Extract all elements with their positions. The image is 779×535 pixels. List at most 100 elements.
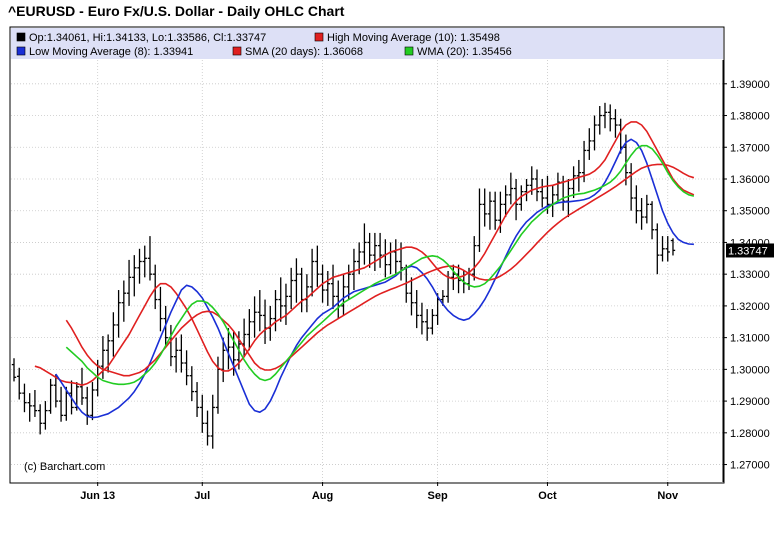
ohlc-bar <box>17 367 22 400</box>
ohlc-bar <box>158 286 163 332</box>
y-tick-label: 1.36000 <box>730 174 770 186</box>
ohlc-bar <box>325 271 330 306</box>
x-tick-label: Sep <box>428 490 448 502</box>
legend-label: Low Moving Average (8): 1.33941 <box>29 46 193 58</box>
ohlc-bar <box>346 264 351 300</box>
last-value-box <box>726 243 774 258</box>
ohlc-bar <box>288 267 294 310</box>
ohlc-bar <box>58 386 64 422</box>
ohlc-bar <box>32 389 38 417</box>
ohlc-bar <box>393 239 398 275</box>
ohlc-bar <box>126 259 132 306</box>
ohlc-bar <box>649 201 655 240</box>
ohlc-bar <box>173 337 179 373</box>
ohlc-bar <box>309 248 315 297</box>
ohlc-bar <box>147 236 153 281</box>
ohlc-bar <box>330 264 336 310</box>
ohlc-bar <box>315 245 320 287</box>
ohlc-bar <box>200 394 205 433</box>
ohlc-bar <box>377 232 383 268</box>
ohlc-bar <box>477 188 482 252</box>
chart-title: ^EURUSD - Euro Fx/U.S. Dollar - Daily OH… <box>8 3 345 19</box>
legend: Op:1.34061, Hi:1.34133, Lo:1.33586, Cl:1… <box>16 32 512 58</box>
legend-swatch <box>16 32 26 42</box>
last-value-marker: 1.33747 <box>726 243 774 258</box>
ohlc-bar <box>252 296 257 338</box>
ohlc-bar <box>194 382 200 417</box>
ohlc-bar <box>351 248 357 291</box>
ohlc-bar <box>247 309 252 351</box>
ohlc-bar <box>79 367 85 405</box>
ohlc-bar <box>372 232 378 271</box>
ohlc-bar <box>210 394 215 449</box>
ohlc-bar <box>283 283 289 325</box>
ohlc-bar <box>519 185 524 211</box>
ohlc-bar <box>179 334 184 373</box>
legend-swatch <box>314 32 324 42</box>
ohlc-bar <box>634 185 639 224</box>
legend-label: High Moving Average (10): 1.35498 <box>327 32 500 44</box>
chart-credit: (c) Barchart.com <box>24 461 105 473</box>
ohlc-bar <box>362 223 367 265</box>
ohlc-bar <box>487 191 493 230</box>
ohlc-bar <box>655 223 660 275</box>
ohlc-bar <box>116 290 121 338</box>
y-tick-label: 1.28000 <box>730 428 770 440</box>
ohlc-bar <box>534 169 540 202</box>
ohlc-bar <box>22 383 27 413</box>
wma-20-line <box>65 144 695 386</box>
ohlc-bar <box>639 198 644 230</box>
ohlc-bar <box>37 404 43 435</box>
ohlc-bar <box>597 106 602 135</box>
y-tick-label: 1.33000 <box>730 269 770 281</box>
ohlc-bar <box>184 350 189 386</box>
ohlc-bar <box>613 109 618 138</box>
ohlc-bar <box>278 277 283 322</box>
ohlc-bar <box>153 264 158 310</box>
x-tick-label: Oct <box>538 490 557 502</box>
ohlc-bar <box>555 172 561 202</box>
y-tick-label: 1.35000 <box>730 206 770 218</box>
ohlc-bar <box>665 236 670 262</box>
y-tick-label: 1.38000 <box>730 111 770 123</box>
ohlc-bar <box>492 191 498 230</box>
ohlc-bar <box>273 290 278 332</box>
y-tick-label: 1.39000 <box>730 79 770 91</box>
legend-swatch <box>404 46 414 56</box>
plot-frame <box>9 26 725 484</box>
ohlc-bar <box>341 274 346 316</box>
ohlc-bar <box>137 248 142 284</box>
low-ma-8-line <box>55 138 694 419</box>
ohlc-bar <box>608 104 613 132</box>
ohlc-bar <box>592 115 597 151</box>
high-ma-10-line <box>34 121 695 387</box>
ohlc-bar <box>294 258 299 303</box>
x-tick-label: Nov <box>657 490 679 502</box>
ohlc-bar <box>503 185 508 218</box>
ohlc-bar <box>53 374 59 408</box>
ohlc-bar <box>540 178 545 208</box>
ohlc-bar <box>111 312 116 357</box>
ohlc-bar <box>576 159 582 192</box>
y-tick-label: 1.29000 <box>730 396 770 408</box>
y-tick-label: 1.30000 <box>730 364 770 376</box>
ohlc-bar <box>85 386 90 425</box>
ohlc-bar <box>409 277 414 316</box>
ohlc-bar <box>587 128 592 160</box>
ohlc-bar <box>424 309 430 341</box>
ohlc-bar <box>482 188 487 227</box>
ohlc-bar <box>602 102 608 129</box>
ohlc-bar <box>644 194 650 224</box>
legend-label: WMA (20): 1.35456 <box>417 46 512 58</box>
ohlc-bar <box>43 401 48 430</box>
moving-average-lines <box>34 121 695 419</box>
ohlc-bar <box>660 236 665 262</box>
ohlc-bar <box>27 393 32 422</box>
ohlc-bar <box>508 172 514 205</box>
y-tick-label: 1.37000 <box>730 142 770 154</box>
legend-label: SMA (20 days): 1.36068 <box>245 46 363 58</box>
x-tick-label: Aug <box>312 490 333 502</box>
ohlc-bar <box>513 178 519 221</box>
ohlc-bar <box>670 238 676 256</box>
